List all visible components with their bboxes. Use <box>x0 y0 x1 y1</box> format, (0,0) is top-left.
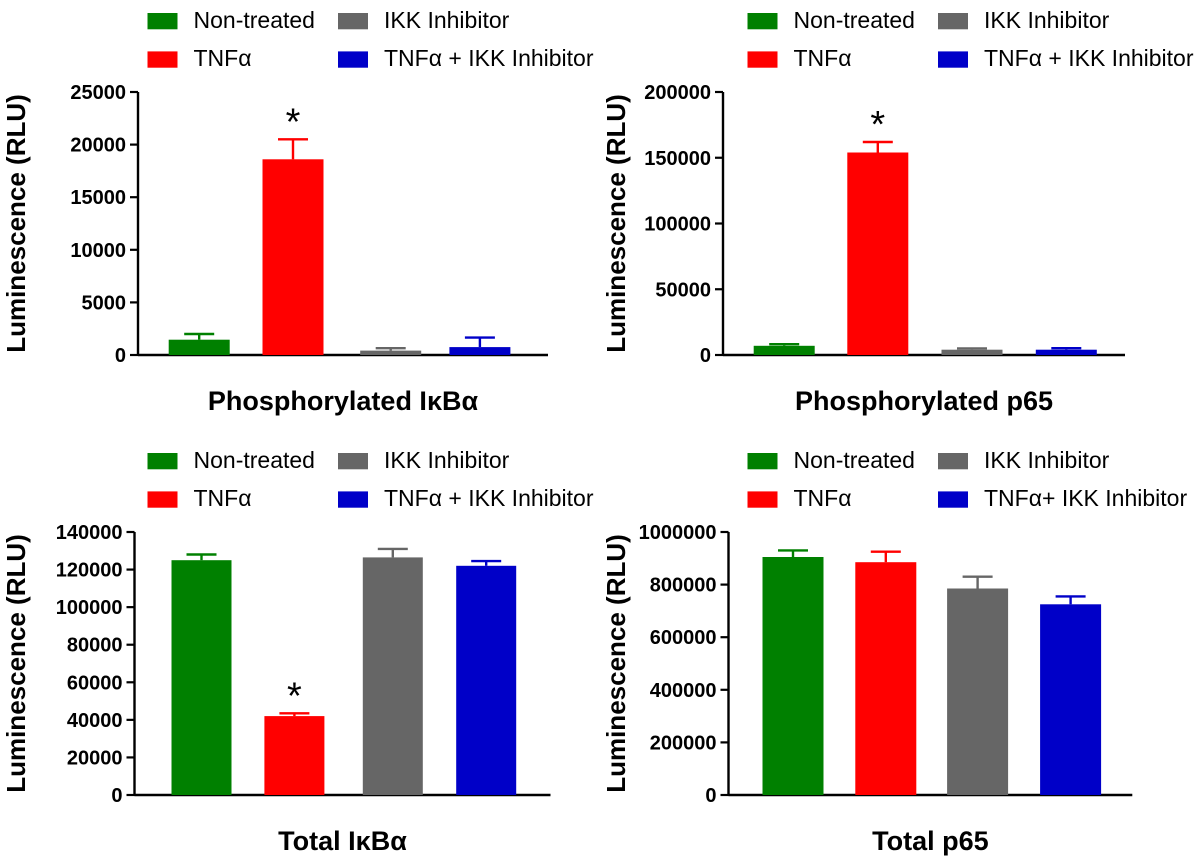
svg-text:1000000: 1000000 <box>639 522 717 544</box>
svg-text:*: * <box>870 104 885 146</box>
svg-text:Non-treated: Non-treated <box>194 7 315 33</box>
svg-text:TNFα: TNFα <box>794 45 852 71</box>
svg-text:TNFα + IKK Inhibitor: TNFα + IKK Inhibitor <box>984 45 1194 71</box>
svg-text:50000: 50000 <box>655 279 711 301</box>
svg-text:IKK Inhibitor: IKK Inhibitor <box>984 7 1110 33</box>
svg-text:100000: 100000 <box>644 214 711 236</box>
svg-text:TNFα+ IKK Inhibitor: TNFα+ IKK Inhibitor <box>984 485 1187 511</box>
svg-text:Luminescence (RLU): Luminescence (RLU) <box>1 534 31 793</box>
svg-text:400000: 400000 <box>650 680 717 702</box>
svg-text:20000: 20000 <box>67 747 123 769</box>
svg-text:120000: 120000 <box>56 560 123 582</box>
svg-text:600000: 600000 <box>650 627 717 649</box>
svg-text:Phosphorylated p65: Phosphorylated p65 <box>795 386 1053 416</box>
svg-text:25000: 25000 <box>70 82 126 104</box>
svg-text:100000: 100000 <box>56 597 123 619</box>
svg-text:IKK Inhibitor: IKK Inhibitor <box>384 7 510 33</box>
svg-text:800000: 800000 <box>650 575 717 597</box>
svg-text:TNFα: TNFα <box>794 485 852 511</box>
svg-text:Non-treated: Non-treated <box>794 7 915 33</box>
svg-text:10000: 10000 <box>70 240 126 262</box>
svg-text:80000: 80000 <box>67 635 123 657</box>
svg-text:IKK Inhibitor: IKK Inhibitor <box>384 447 510 473</box>
svg-text:TNFα + IKK Inhibitor: TNFα + IKK Inhibitor <box>384 45 594 71</box>
svg-text:Total p65: Total p65 <box>872 826 989 856</box>
svg-text:Luminescence (RLU): Luminescence (RLU) <box>601 94 631 353</box>
svg-text:*: * <box>286 101 301 143</box>
svg-text:60000: 60000 <box>67 672 123 694</box>
svg-text:Phosphorylated IκBα: Phosphorylated IκBα <box>208 386 479 416</box>
svg-text:150000: 150000 <box>644 148 711 170</box>
svg-text:140000: 140000 <box>56 522 123 544</box>
svg-text:0: 0 <box>705 785 716 807</box>
svg-text:200000: 200000 <box>644 82 711 104</box>
svg-text:*: * <box>287 675 302 717</box>
svg-text:Luminescence (RLU): Luminescence (RLU) <box>601 534 631 793</box>
svg-text:TNFα: TNFα <box>194 45 252 71</box>
svg-text:200000: 200000 <box>650 732 717 754</box>
svg-text:5000: 5000 <box>82 292 127 314</box>
svg-text:0: 0 <box>111 785 122 807</box>
svg-text:0: 0 <box>700 345 711 367</box>
svg-text:0: 0 <box>115 345 126 367</box>
svg-text:Luminescence (RLU): Luminescence (RLU) <box>1 94 31 353</box>
svg-text:20000: 20000 <box>70 135 126 157</box>
svg-text:TNFα + IKK Inhibitor: TNFα + IKK Inhibitor <box>384 485 594 511</box>
svg-text:Total IκBα: Total IκBα <box>278 826 407 856</box>
svg-text:40000: 40000 <box>67 710 123 732</box>
svg-text:15000: 15000 <box>70 187 126 209</box>
svg-text:Non-treated: Non-treated <box>794 447 915 473</box>
svg-text:Non-treated: Non-treated <box>194 447 315 473</box>
svg-text:TNFα: TNFα <box>194 485 252 511</box>
svg-text:IKK Inhibitor: IKK Inhibitor <box>984 447 1110 473</box>
